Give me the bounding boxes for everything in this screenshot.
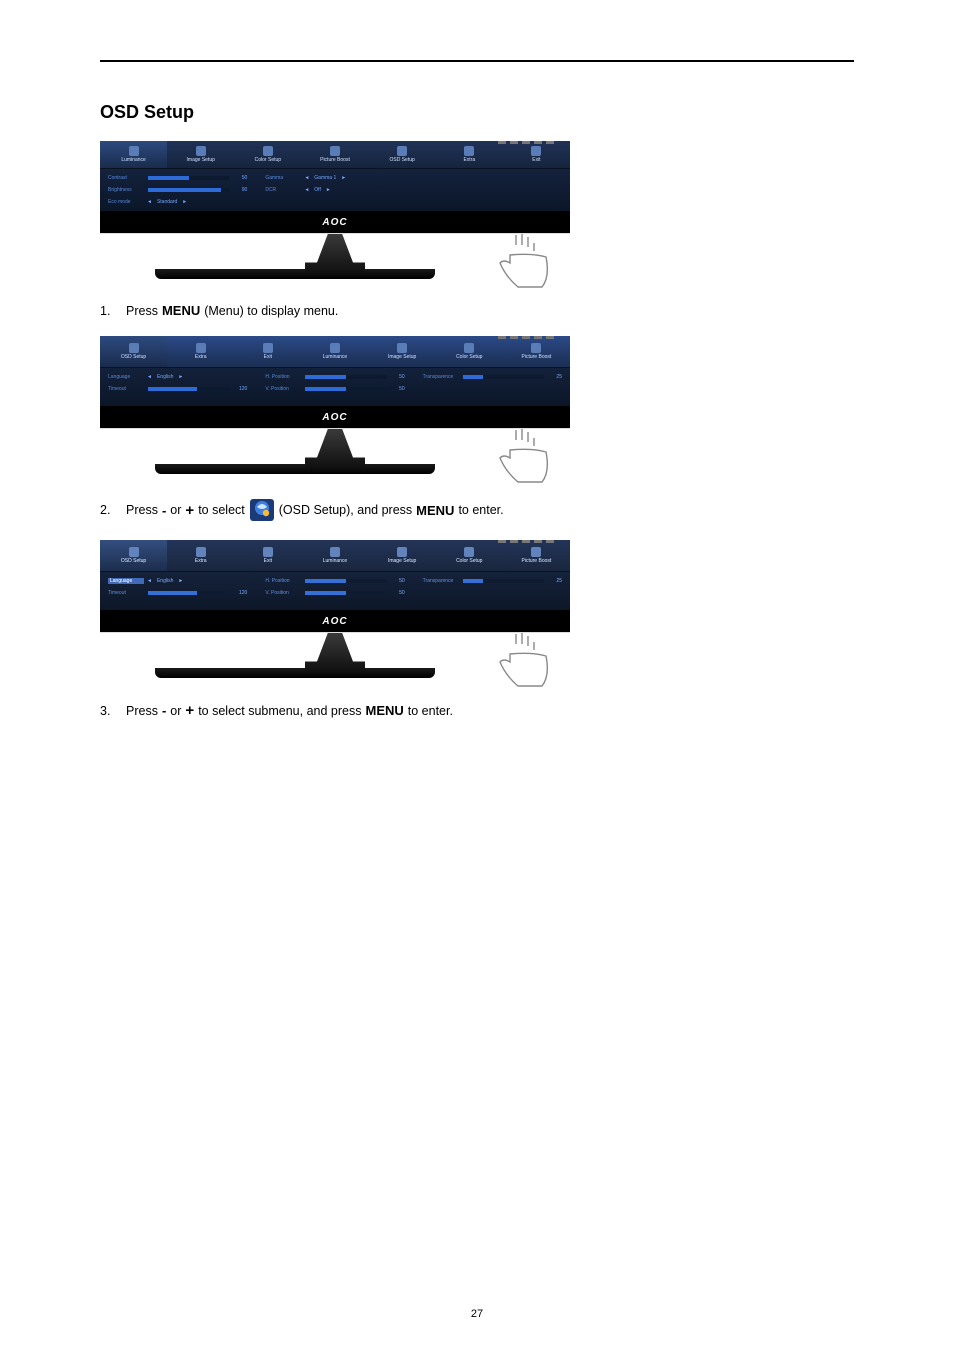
aoc-logo: AOC <box>322 217 347 228</box>
osd-row: V. Position50 <box>265 588 404 598</box>
osd-tab: Extra <box>436 141 503 168</box>
osd-tab: Color Setup <box>234 141 301 168</box>
hand-icon <box>488 632 558 692</box>
osd-tab: Color Setup <box>436 336 503 367</box>
osd-row: Transparence25 <box>423 576 562 586</box>
osd-row <box>423 173 562 183</box>
osd-row: Timeout120 <box>108 588 247 598</box>
osd-tab: Luminance <box>301 540 368 571</box>
osd-row: Timeout120 <box>108 384 247 394</box>
monitor-logo-row: AOC <box>100 211 570 233</box>
osd-tab: Exit <box>503 141 570 168</box>
page-number: 27 <box>0 1308 954 1320</box>
osd-row: H. Position50 <box>265 372 404 382</box>
osd-strip-1: LuminanceImage SetupColor SetupPicture B… <box>100 141 570 211</box>
osd-tab: Image Setup <box>369 336 436 367</box>
osd-tab: Picture Boost <box>503 336 570 367</box>
osd-row <box>423 588 562 598</box>
osd-tab: Exit <box>234 540 301 571</box>
monitor-stand-area <box>100 233 570 293</box>
osd-tab: Extra <box>167 540 234 571</box>
osd-tab: Picture Boost <box>301 141 368 168</box>
osd-tab: Image Setup <box>369 540 436 571</box>
section-title: OSD Setup <box>100 102 854 123</box>
osd-row: Contrast50 <box>108 173 247 183</box>
osd-figure-2: OSD SetupExtraExitLuminanceImage SetupCo… <box>100 336 570 488</box>
hand-icon <box>488 428 558 488</box>
osd-tab: Image Setup <box>167 141 234 168</box>
osd-tab: Exit <box>234 336 301 367</box>
osd-row: V. Position50 <box>265 384 404 394</box>
osd-row: Transparence25 <box>423 372 562 382</box>
osd-row <box>265 197 404 207</box>
osd-row: Eco mode◄Standard► <box>108 197 247 207</box>
osd-row: Gamma◄Gamma 1► <box>265 173 404 183</box>
osd-row: Language◄English► <box>108 372 247 382</box>
osd-figure-1: LuminanceImage SetupColor SetupPicture B… <box>100 141 570 293</box>
osd-tab: Color Setup <box>436 540 503 571</box>
osd-tab: OSD Setup <box>100 336 167 367</box>
osd-tab: Luminance <box>100 141 167 168</box>
step-3: Press - or + to select submenu, and pres… <box>100 702 854 719</box>
osd-row: H. Position50 <box>265 576 404 586</box>
osd-tab: Extra <box>167 336 234 367</box>
hand-icon <box>488 233 558 293</box>
step-2: Press - or + to select (OSD Setup), and … <box>100 498 854 522</box>
aoc-logo: AOC <box>322 616 347 627</box>
osd-setup-icon <box>249 498 275 522</box>
osd-tab: Luminance <box>301 336 368 367</box>
osd-row <box>423 384 562 394</box>
osd-tab: OSD Setup <box>100 540 167 571</box>
osd-strip-3: OSD SetupExtraExitLuminanceImage SetupCo… <box>100 540 570 610</box>
aoc-logo: AOC <box>322 412 347 423</box>
osd-row <box>423 185 562 195</box>
monitor-button-row <box>498 141 554 144</box>
step-1: Press MENU (Menu) to display menu. <box>100 303 854 318</box>
top-rule <box>100 60 854 62</box>
osd-row <box>423 197 562 207</box>
osd-tab: Picture Boost <box>503 540 570 571</box>
menu-keyword: MENU <box>162 303 200 318</box>
osd-strip-2: OSD SetupExtraExitLuminanceImage SetupCo… <box>100 336 570 406</box>
osd-figure-3: OSD SetupExtraExitLuminanceImage SetupCo… <box>100 540 570 692</box>
osd-row: DCR◄Off► <box>265 185 404 195</box>
osd-tab: OSD Setup <box>369 141 436 168</box>
osd-row: Language◄English► <box>108 576 247 586</box>
osd-row: Brightness90 <box>108 185 247 195</box>
